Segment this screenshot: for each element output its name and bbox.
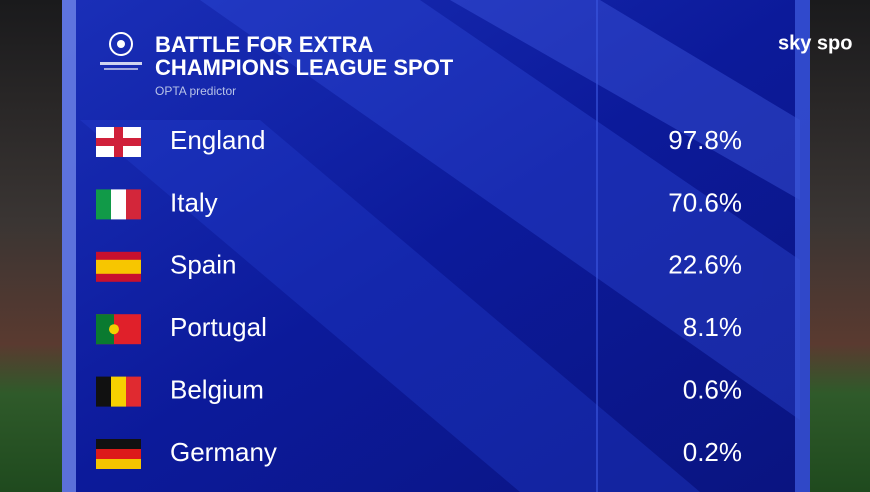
country-name: Italy [170, 187, 218, 217]
flag-part [109, 324, 119, 335]
flag-part [96, 314, 114, 345]
probability: 0.6% [683, 374, 742, 404]
flag-part [111, 376, 126, 407]
broadcaster-logo: sky spo [778, 32, 852, 54]
flag [96, 189, 141, 220]
flag-part [96, 259, 141, 274]
probability: 22.6% [668, 250, 742, 280]
country-name: England [170, 125, 265, 155]
panel-edge-right [795, 0, 810, 492]
title-line: CHAMPIONS LEAGUE SPOT [155, 55, 454, 80]
subtitle: OPTA predictor [155, 84, 236, 98]
flag-part [126, 189, 141, 220]
flag-part [111, 189, 126, 220]
flag-part [96, 459, 141, 469]
panel-edge-left [62, 0, 76, 492]
flag [96, 127, 141, 157]
ucl-logo [100, 32, 142, 70]
flag-part [96, 439, 141, 449]
flag [96, 439, 141, 469]
probability: 97.8% [668, 125, 742, 155]
panel [62, 0, 810, 492]
country-name: Spain [170, 250, 237, 280]
flag-part [96, 189, 111, 220]
title-line: BATTLE FOR EXTRA [155, 32, 373, 57]
flag-part [96, 138, 141, 146]
country-name: Germany [170, 437, 277, 467]
stripes [80, 0, 800, 492]
probability: 8.1% [683, 312, 742, 342]
flag [96, 314, 141, 345]
probability: 70.6% [668, 187, 742, 217]
flag [96, 251, 141, 282]
country-name: Belgium [170, 374, 264, 404]
flag [96, 376, 141, 407]
country-name: Portugal [170, 312, 267, 342]
probability: 0.2% [683, 437, 742, 467]
flag-part [126, 376, 141, 407]
flag-part [96, 376, 111, 407]
flag-part [96, 449, 141, 459]
